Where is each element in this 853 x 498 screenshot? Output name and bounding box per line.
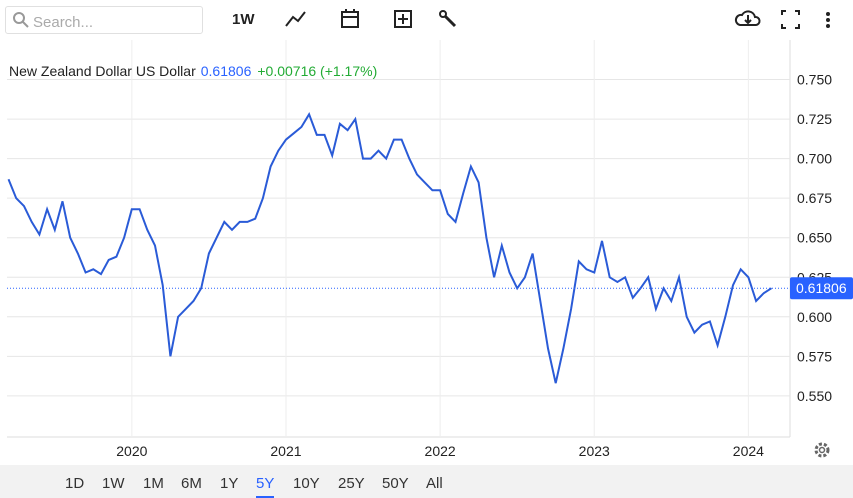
x-tick-label: 2021: [270, 443, 301, 459]
range-button[interactable]: 10Y: [293, 475, 320, 492]
x-tick-label: 2024: [733, 443, 764, 459]
gear-icon[interactable]: [814, 442, 830, 458]
search-icon: [13, 12, 29, 28]
search-box[interactable]: Search...: [5, 6, 203, 34]
y-tick-label: 0.575: [797, 348, 832, 364]
x-tick-label: 2022: [425, 443, 456, 459]
y-tick-label: 0.725: [797, 111, 832, 127]
x-tick-label: 2020: [116, 443, 147, 459]
price-line: [7, 112, 773, 384]
range-button[interactable]: 25Y: [338, 475, 365, 492]
last-price-label: 0.61806: [796, 280, 847, 296]
y-tick-label: 0.700: [797, 151, 832, 167]
x-tick-label: 2023: [579, 443, 610, 459]
legend-price: 0.61806: [201, 63, 252, 79]
y-tick-label: 0.550: [797, 388, 832, 404]
y-tick-label: 0.675: [797, 190, 832, 206]
last-price-tag: [790, 277, 853, 300]
range-button[interactable]: 1Y: [220, 475, 239, 492]
range-button[interactable]: 1M: [143, 475, 164, 492]
range-button[interactable]: All: [426, 475, 443, 492]
range-button[interactable]: 50Y: [382, 475, 409, 492]
interval-button[interactable]: 1W: [232, 11, 255, 28]
y-tick-label: 0.650: [797, 230, 832, 246]
range-bar: 1D 1W 1M 6M 1Y 5Y 10Y 25Y 50Y All: [0, 465, 853, 498]
legend-change: +0.00716 (+1.17%): [257, 63, 377, 79]
range-button[interactable]: 5Y: [256, 475, 275, 498]
chart: 0.5500.5750.6000.6250.6500.6750.7000.725…: [7, 40, 853, 459]
search-placeholder: Search...: [33, 14, 94, 31]
legend: New Zealand Dollar US Dollar 0.61806 +0.00…: [9, 63, 377, 79]
y-tick-label: 0.600: [797, 309, 832, 325]
range-button[interactable]: 1D: [65, 475, 85, 492]
range-button[interactable]: 6M: [181, 475, 202, 492]
range-button[interactable]: 1W: [102, 475, 125, 492]
legend-title: New Zealand Dollar US Dollar: [9, 63, 196, 79]
y-tick-label: 0.750: [797, 72, 832, 88]
